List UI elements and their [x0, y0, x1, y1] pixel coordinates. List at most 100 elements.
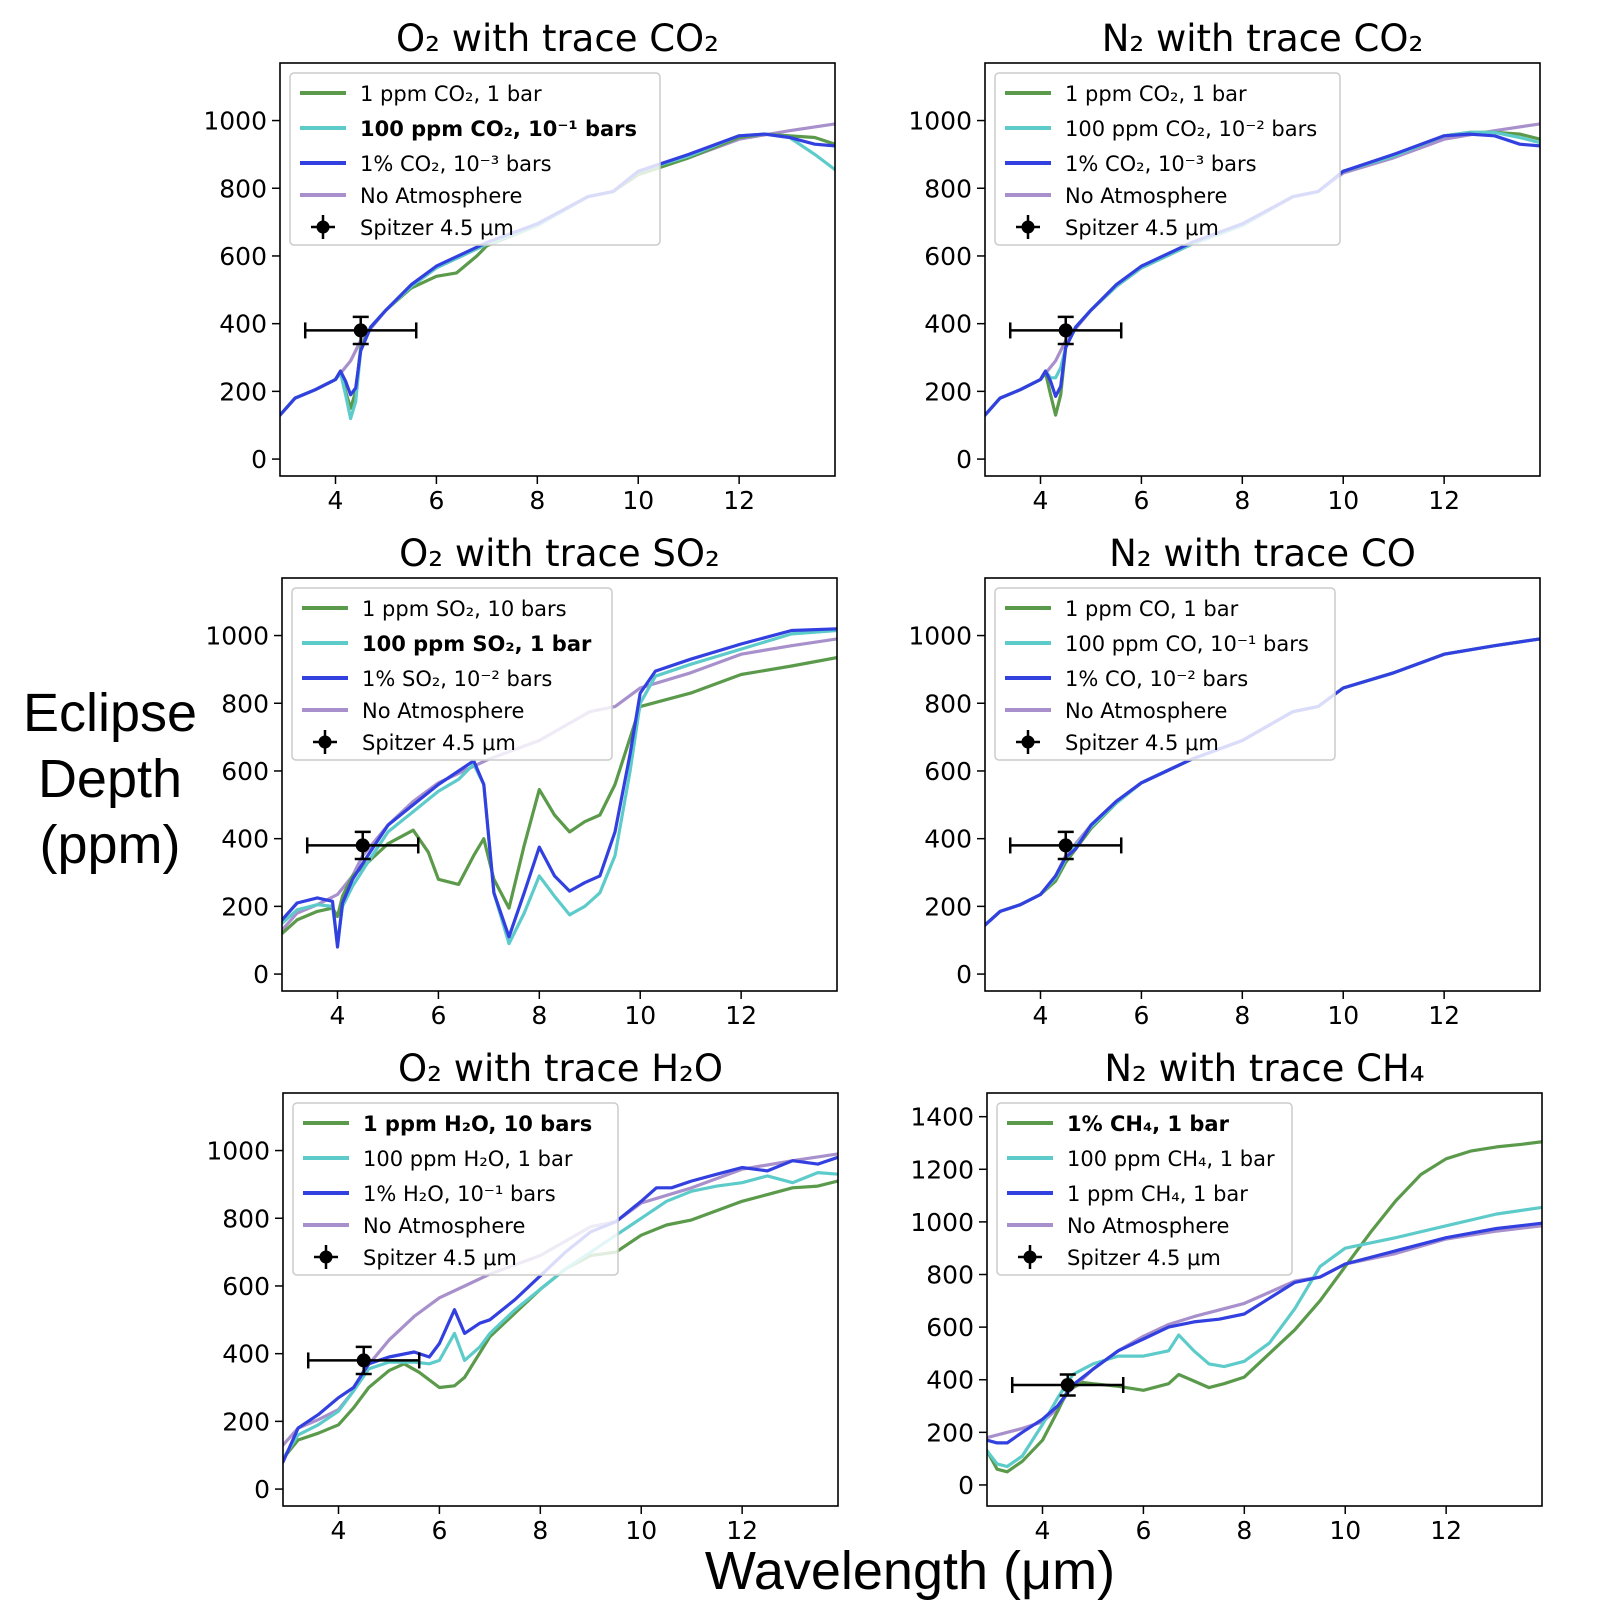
y-tick-label: 1000: [910, 1208, 974, 1237]
y-tick-label: 200: [222, 1407, 270, 1436]
y-tick-label: 400: [222, 1340, 270, 1369]
y-tick-label: 600: [924, 757, 972, 786]
axes-frame: [282, 1092, 839, 1507]
chart-title: O₂ with trace CO₂: [396, 17, 719, 60]
y-axis-label-line-3: (ppm): [39, 815, 181, 875]
y-tick-label: 200: [219, 377, 267, 406]
y-tick-label: 1000: [908, 107, 972, 136]
y-tick-label: 1000: [206, 1137, 270, 1166]
legend-label: 1% CO₂, 10⁻³ bars: [1065, 152, 1257, 176]
y-tick-label: 600: [221, 757, 269, 786]
x-tick-label: 12: [723, 486, 755, 515]
legend-box: [292, 1102, 619, 1276]
series-line-green: [282, 656, 837, 936]
legend-label: 1% CH₄, 1 bar: [1067, 1112, 1230, 1136]
y-tick-label: 1000: [205, 622, 269, 651]
legend-label: 100 ppm SO₂, 1 bar: [362, 632, 592, 656]
chart-panel-6: N₂ with trace CH₄ 4 6 8 10 12 0 200 400 600 800 100…: [910, 1047, 1543, 1545]
x-tick-label: 8: [529, 486, 545, 515]
y-tick-label: 600: [219, 242, 267, 271]
x-tick-label: 12: [1428, 1001, 1460, 1030]
legend-box: [994, 72, 1341, 246]
legend-label: No Atmosphere: [362, 699, 524, 723]
y-tick-label: 800: [221, 689, 269, 718]
series-line-blue: [280, 132, 835, 417]
y-tick-label: 400: [221, 825, 269, 854]
series-line-green: [283, 1179, 838, 1461]
y-tick-label: 1400: [910, 1103, 974, 1132]
y-axis-label-line-1: Eclipse: [22, 683, 198, 743]
chart-panel-5: O₂ with trace H₂O 4 6 8 10 12 0 200 400 600 800 100…: [206, 1047, 839, 1545]
chart-panel-3: O₂ with trace SO₂ 4 6 8 10 12 0 200 400 600 800 100…: [205, 532, 838, 1030]
x-tick-label: 6: [1135, 1516, 1151, 1545]
y-tick-label: 1000: [908, 622, 972, 651]
legend-label: 100 ppm CO, 10⁻¹ bars: [1065, 632, 1309, 656]
x-tick-label: 12: [725, 1001, 757, 1030]
spitzer-point: [1060, 1377, 1075, 1392]
x-tick-label: 4: [328, 486, 344, 515]
legend-label-spitzer: Spitzer 4.5 μm: [1067, 1246, 1221, 1270]
legend-spitzer-marker: [318, 735, 332, 749]
axes-frame: [279, 62, 836, 477]
x-tick-label: 4: [1033, 486, 1049, 515]
x-tick-label: 4: [1033, 1001, 1049, 1030]
spitzer-point: [353, 323, 368, 338]
legend-box: [291, 587, 613, 761]
x-tick-label: 4: [331, 1516, 347, 1545]
y-axis-label-line-2: Depth: [37, 749, 183, 809]
y-tick-label: 200: [924, 892, 972, 921]
y-tick-label: 600: [926, 1313, 974, 1342]
series-line-blue: [987, 1221, 1542, 1445]
legend-label-spitzer: Spitzer 4.5 μm: [1065, 216, 1219, 240]
spitzer-point: [355, 838, 370, 853]
y-tick-label: 600: [924, 242, 972, 271]
y-tick-label: 800: [219, 174, 267, 203]
series-line-blue: [282, 627, 837, 949]
x-tick-label: 6: [431, 1516, 447, 1545]
axes-frame: [984, 577, 1541, 992]
y-tick-label: 200: [924, 377, 972, 406]
y-tick-label: 600: [222, 1272, 270, 1301]
y-tick-label: 400: [924, 310, 972, 339]
x-tick-label: 10: [622, 486, 654, 515]
x-tick-label: 8: [531, 1001, 547, 1030]
legend-label: 1 ppm CO₂, 1 bar: [360, 82, 542, 106]
x-tick-label: 12: [726, 1516, 758, 1545]
x-tick-label: 6: [1133, 1001, 1149, 1030]
y-tick-label: 1000: [203, 107, 267, 136]
series-line-green: [987, 1140, 1542, 1474]
y-tick-label: 400: [926, 1366, 974, 1395]
legend-spitzer-marker: [1021, 220, 1035, 234]
x-tick-label: 4: [1035, 1516, 1051, 1545]
y-tick-label: 800: [926, 1261, 974, 1290]
legend-label: 100 ppm CO₂, 10⁻² bars: [1065, 117, 1317, 141]
legend-label: No Atmosphere: [1065, 184, 1227, 208]
x-tick-label: 10: [625, 1516, 657, 1545]
legend-label: 100 ppm CH₄, 1 bar: [1067, 1147, 1275, 1171]
x-tick-label: 12: [1428, 486, 1460, 515]
legend-label: 1 ppm CO₂, 1 bar: [1065, 82, 1247, 106]
y-tick-label: 0: [956, 960, 972, 989]
y-tick-label: 400: [924, 825, 972, 854]
chart-title: N₂ with trace CO₂: [1102, 17, 1424, 60]
series-line-purple: [282, 637, 837, 932]
spitzer-point: [1058, 323, 1073, 338]
y-tick-label: 0: [253, 960, 269, 989]
legend-label-spitzer: Spitzer 4.5 μm: [363, 1246, 517, 1270]
x-tick-label: 8: [1236, 1516, 1252, 1545]
chart-panel-2: N₂ with trace CO₂ 4 6 8 10 12 0 200 400 600 800 100…: [908, 17, 1541, 515]
chart-title: O₂ with trace H₂O: [398, 1047, 723, 1090]
chart-title: N₂ with trace CH₄: [1104, 1047, 1424, 1090]
y-tick-label: 0: [254, 1475, 270, 1504]
legend-spitzer-marker: [319, 1250, 333, 1264]
series-line-blue: [985, 132, 1540, 417]
legend-label: 1% H₂O, 10⁻¹ bars: [363, 1182, 556, 1206]
legend-label-spitzer: Spitzer 4.5 μm: [360, 216, 514, 240]
x-tick-label: 6: [428, 486, 444, 515]
chart-panel-4: N₂ with trace CO 4 6 8 10 12 0 200 400 600 800 1000…: [908, 532, 1541, 1030]
x-tick-label: 8: [1234, 486, 1250, 515]
legend-label: 1% SO₂, 10⁻² bars: [362, 667, 552, 691]
y-tick-label: 800: [924, 174, 972, 203]
y-tick-label: 800: [924, 689, 972, 718]
